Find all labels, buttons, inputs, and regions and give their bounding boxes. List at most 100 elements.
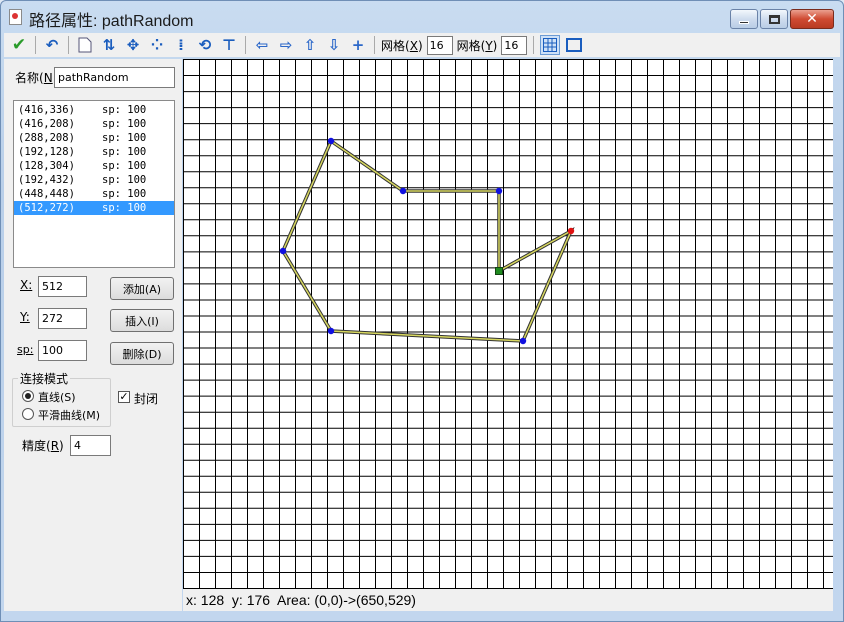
point-coord: (192,128) bbox=[18, 146, 75, 158]
toolbar: ✔ ↶ ⇅ ✥ ⁘ ⁞ ⟲ ⊤ ⇦ ⇨ ⇧ ⇩ + 网格(X) 16 网格(Y)… bbox=[4, 33, 840, 57]
closed-checkbox[interactable]: ✓ bbox=[118, 390, 130, 403]
x-label-text: X: bbox=[20, 278, 33, 292]
window-title: 路径属性: pathRandom bbox=[29, 13, 194, 30]
point-coord: (512,272) bbox=[18, 202, 75, 214]
point-coord: (288,208) bbox=[18, 132, 75, 144]
path-selected-vertex[interactable] bbox=[567, 227, 575, 235]
move-icon[interactable]: ✥ bbox=[126, 36, 140, 54]
precision-input[interactable]: 4 bbox=[70, 435, 111, 456]
name-input[interactable]: pathRandom bbox=[54, 67, 175, 88]
delete-button[interactable]: 删除(D) bbox=[110, 342, 174, 365]
title-bar[interactable]: 路径属性: pathRandom ✕ bbox=[1, 1, 843, 33]
window-frame-icon[interactable] bbox=[564, 35, 584, 55]
minimize-button[interactable] bbox=[730, 9, 758, 29]
point-list-item[interactable]: (512,272) sp: 100 bbox=[14, 201, 174, 215]
maximize-button[interactable] bbox=[760, 9, 788, 29]
point-coord: (192,432) bbox=[18, 174, 75, 186]
move-left-icon[interactable]: ⇦ bbox=[255, 36, 269, 54]
align-icon[interactable]: ⊤ bbox=[222, 36, 236, 54]
toolbar-separator bbox=[68, 36, 69, 54]
point-list-item[interactable]: (192,128) sp: 100 bbox=[14, 145, 174, 159]
properties-panel: 名称(N pathRandom (416,336) sp: 100 (416,208… bbox=[4, 59, 182, 611]
close-button[interactable]: ✕ bbox=[790, 9, 834, 29]
insert-button[interactable]: 插入(I) bbox=[110, 309, 174, 332]
path-canvas-svg[interactable] bbox=[183, 59, 833, 589]
add-button[interactable]: 添加(A) bbox=[110, 277, 174, 300]
point-speed: sp: 100 bbox=[102, 202, 147, 214]
line-option-label: 直线(S) bbox=[38, 391, 76, 404]
line-radio[interactable] bbox=[22, 390, 34, 402]
grid-toggle-icon[interactable] bbox=[540, 35, 561, 55]
move-right-icon[interactable]: ⇨ bbox=[279, 36, 293, 54]
undo-icon[interactable]: ↶ bbox=[45, 36, 59, 54]
point-list[interactable]: (416,336) sp: 100 (416,208) sp: 100 (288,208… bbox=[13, 100, 175, 268]
x-input[interactable]: 512 bbox=[38, 276, 87, 297]
precision-label: 精度(R) bbox=[22, 439, 64, 453]
grid-y-input[interactable]: 16 bbox=[501, 35, 528, 55]
name-label: 名称(N bbox=[15, 71, 53, 85]
grid-toggle-svg bbox=[543, 38, 558, 52]
sp-label-text: sp: bbox=[17, 343, 34, 356]
toolbar-separator bbox=[374, 36, 375, 54]
point-list-item[interactable]: (416,208) sp: 100 bbox=[14, 117, 174, 131]
name-label-key: N bbox=[43, 71, 53, 85]
center-cross-icon[interactable]: + bbox=[351, 36, 365, 54]
close-icon: ✕ bbox=[806, 11, 818, 27]
point-list-item[interactable]: (416,336) sp: 100 bbox=[14, 103, 174, 117]
ok-check-icon[interactable]: ✔ bbox=[11, 35, 27, 55]
toolbar-separator bbox=[35, 36, 36, 54]
point-speed: sp: 100 bbox=[102, 160, 147, 172]
grid-x-label: 网格(X) bbox=[381, 38, 423, 53]
precision-key: R bbox=[50, 439, 60, 453]
point-list-item[interactable]: (192,432) sp: 100 bbox=[14, 173, 174, 187]
path-vertex[interactable] bbox=[399, 187, 407, 195]
new-page-svg bbox=[78, 37, 92, 53]
point-list-item[interactable]: (448,448) sp: 100 bbox=[14, 187, 174, 201]
point-speed: sp: 100 bbox=[102, 174, 147, 186]
y-label-text: Y: bbox=[20, 310, 30, 324]
point-list-item[interactable]: (288,208) sp: 100 bbox=[14, 131, 174, 145]
grid-y-label: 网格(Y) bbox=[456, 38, 498, 53]
path-canvas[interactable] bbox=[183, 59, 833, 589]
smooth-radio[interactable] bbox=[22, 408, 34, 420]
new-page-icon[interactable] bbox=[75, 35, 95, 55]
app-icon bbox=[9, 9, 22, 25]
closed-label: 封闭 bbox=[134, 392, 159, 406]
rotate-icon[interactable]: ⟲ bbox=[198, 36, 212, 54]
move-down-icon[interactable]: ⇩ bbox=[327, 36, 341, 54]
point-list-item[interactable]: (128,304) sp: 100 bbox=[14, 159, 174, 173]
maximize-icon bbox=[768, 14, 780, 24]
grid-x-key: X bbox=[409, 38, 418, 53]
smooth-option-label: 平滑曲线(M) bbox=[38, 409, 101, 422]
y-input[interactable]: 272 bbox=[38, 308, 87, 329]
toolbar-separator bbox=[533, 36, 535, 54]
toolbar-separator bbox=[245, 36, 246, 54]
path-line bbox=[282, 139, 573, 342]
path-vertex[interactable] bbox=[519, 337, 527, 345]
point-speed: sp: 100 bbox=[102, 146, 147, 158]
point-coord: (128,304) bbox=[18, 160, 75, 172]
connect-mode-title: 连接模式 bbox=[18, 370, 71, 387]
window-frame-svg bbox=[566, 38, 583, 52]
grid-x-input[interactable]: 16 bbox=[426, 35, 453, 55]
path-vertex[interactable] bbox=[327, 137, 335, 145]
path-start-vertex[interactable] bbox=[495, 267, 503, 275]
y-label: Y: bbox=[20, 310, 30, 324]
grid-lines bbox=[183, 59, 833, 589]
grid-x-label-text: 网格 bbox=[381, 38, 406, 53]
path-vertex[interactable] bbox=[279, 247, 287, 255]
name-label-text: 名称 bbox=[15, 71, 40, 85]
flip-vertical-icon[interactable]: ⇅ bbox=[102, 36, 116, 54]
path-vertex[interactable] bbox=[495, 187, 503, 195]
grid-y-key: Y bbox=[485, 38, 493, 53]
point-coord: (448,448) bbox=[18, 188, 75, 200]
minimize-icon bbox=[739, 21, 749, 24]
x-label: X: bbox=[20, 278, 32, 292]
point-coord: (416,208) bbox=[18, 118, 75, 130]
expand-vertical-icon[interactable]: ⁞ bbox=[178, 36, 184, 54]
move-up-icon[interactable]: ⇧ bbox=[303, 36, 317, 54]
sp-input[interactable]: 100 bbox=[38, 340, 87, 361]
expand-horizontal-icon[interactable]: ⁘ bbox=[150, 36, 164, 54]
path-vertex[interactable] bbox=[327, 327, 335, 335]
